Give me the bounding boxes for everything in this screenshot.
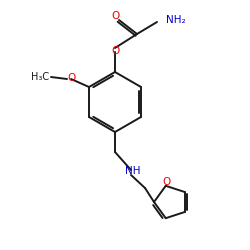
Text: O: O: [162, 177, 171, 187]
Text: H₃C: H₃C: [31, 72, 49, 82]
Text: NH: NH: [125, 166, 141, 176]
Text: NH₂: NH₂: [166, 15, 186, 25]
Text: O: O: [111, 46, 119, 56]
Text: O: O: [67, 73, 75, 83]
Text: O: O: [111, 11, 119, 21]
